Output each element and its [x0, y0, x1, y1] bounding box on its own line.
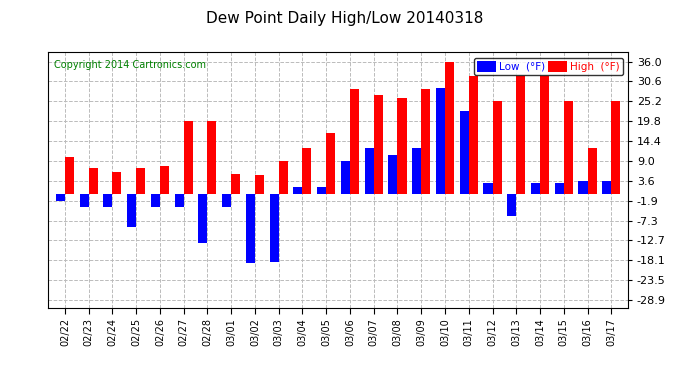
Bar — [136, 168, 145, 194]
Bar — [56, 194, 65, 201]
Bar — [246, 194, 255, 264]
Bar — [184, 121, 193, 194]
Bar — [222, 194, 231, 207]
Bar — [365, 148, 374, 194]
Bar — [388, 155, 397, 194]
Bar — [293, 187, 302, 194]
Bar — [531, 183, 540, 194]
Bar — [460, 111, 469, 194]
Bar — [326, 133, 335, 194]
Bar — [469, 76, 477, 194]
Bar — [208, 121, 217, 194]
Bar — [374, 95, 383, 194]
Bar — [231, 174, 240, 194]
Bar — [493, 101, 502, 194]
Bar — [279, 161, 288, 194]
Bar — [255, 176, 264, 194]
Bar — [199, 194, 208, 243]
Bar — [421, 89, 431, 194]
Bar — [507, 194, 516, 216]
Bar — [578, 180, 587, 194]
Bar — [350, 89, 359, 194]
Bar — [564, 101, 573, 194]
Bar — [89, 168, 98, 194]
Bar — [79, 194, 89, 207]
Bar — [587, 148, 597, 194]
Bar — [112, 172, 121, 194]
Bar — [317, 187, 326, 194]
Bar — [160, 166, 169, 194]
Bar — [436, 88, 445, 194]
Bar — [412, 148, 421, 194]
Bar — [65, 157, 74, 194]
Bar — [302, 148, 311, 194]
Bar — [555, 183, 564, 194]
Bar — [397, 98, 406, 194]
Bar — [270, 194, 279, 262]
Bar — [611, 101, 620, 194]
Bar — [602, 180, 611, 194]
Text: Dew Point Daily High/Low 20140318: Dew Point Daily High/Low 20140318 — [206, 11, 484, 26]
Bar — [341, 161, 350, 194]
Bar — [445, 62, 454, 194]
Bar — [175, 194, 184, 207]
Bar — [104, 194, 112, 207]
Bar — [540, 76, 549, 194]
Legend: Low  (°F), High  (°F): Low (°F), High (°F) — [474, 58, 622, 75]
Bar — [151, 194, 160, 207]
Text: Copyright 2014 Cartronics.com: Copyright 2014 Cartronics.com — [54, 60, 206, 70]
Bar — [127, 194, 136, 227]
Bar — [484, 183, 493, 194]
Bar — [516, 76, 525, 194]
